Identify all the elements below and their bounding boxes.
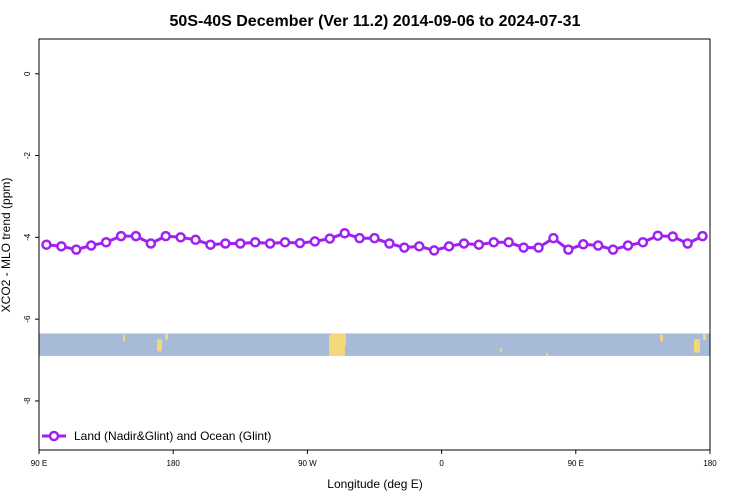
- data-point: [518, 242, 529, 253]
- data-point: [130, 230, 142, 242]
- data-point: [399, 242, 410, 253]
- land-patch: [500, 348, 502, 353]
- y-tick-label: -4: [23, 233, 32, 241]
- data-point: [533, 242, 544, 253]
- chart-title: 50S-40S December (Ver 11.2) 2014-09-06 t…: [170, 13, 581, 30]
- legend-label: Land (Nadir&Glint) and Ocean (Glint): [74, 429, 271, 443]
- data-point: [249, 237, 261, 248]
- land-patch: [157, 339, 162, 352]
- y-tick-label: 0: [23, 71, 32, 76]
- y-tick-label: -8: [23, 397, 32, 405]
- axis-ticks: 90 E 180 90 W 0 90 E 180 0 -2 -4 -6 -8: [23, 71, 717, 468]
- x-tick-label: 90 W: [298, 459, 317, 468]
- x-axis-label: Longitude (deg E): [327, 477, 422, 491]
- data-point: [71, 244, 82, 255]
- plot-frame: [38, 38, 711, 451]
- map-strip: [39, 333, 710, 356]
- data-point: [682, 238, 693, 249]
- land-patch: [660, 334, 663, 342]
- data-point: [592, 240, 604, 251]
- data-point: [488, 237, 500, 248]
- data-point: [220, 238, 231, 249]
- x-tick-label: 90 E: [31, 459, 47, 468]
- data-point: [85, 240, 97, 251]
- data-point: [205, 239, 216, 250]
- data-point: [652, 230, 664, 241]
- data-point: [369, 232, 380, 244]
- data-point: [548, 232, 559, 244]
- data-point: [697, 230, 708, 242]
- data-point: [413, 241, 425, 252]
- data-point: [160, 230, 171, 242]
- data-point: [637, 237, 649, 248]
- x-tick-label: 90 E: [568, 459, 584, 468]
- data-point: [443, 241, 455, 252]
- data-point: [607, 244, 619, 255]
- data-point: [145, 238, 157, 249]
- y-axis-label: XCO2 - MLO trend (ppm): [0, 178, 13, 313]
- data-point: [190, 234, 201, 246]
- data-point: [339, 228, 350, 239]
- legend-marker: [48, 430, 60, 442]
- x-tick-label: 180: [703, 459, 717, 468]
- data-point: [428, 245, 440, 256]
- data-point: [56, 241, 67, 252]
- ocean-band: [39, 333, 710, 356]
- data-point: [175, 232, 186, 243]
- data-point: [503, 237, 514, 248]
- data-point: [294, 237, 306, 249]
- data-point: [279, 237, 291, 248]
- land-patch: [329, 334, 333, 356]
- data-point: [473, 239, 485, 250]
- data-point: [667, 231, 678, 242]
- legend: Land (Nadir&Glint) and Ocean (Glint): [42, 429, 271, 443]
- data-point: [100, 237, 112, 248]
- y-tick-label: -2: [23, 151, 32, 159]
- data-point: [264, 238, 276, 249]
- data-point: [235, 238, 246, 249]
- data-point: [309, 236, 321, 247]
- land-patch: [123, 334, 125, 342]
- data-point: [384, 238, 395, 249]
- land-patch: [165, 333, 168, 341]
- data-point: [563, 244, 574, 255]
- series-layer: [41, 228, 708, 256]
- data-point: [324, 233, 336, 244]
- data-point: [458, 238, 470, 249]
- data-point: [622, 240, 634, 251]
- y-tick-label: -6: [23, 315, 32, 323]
- data-point: [578, 239, 589, 250]
- land-patch: [331, 333, 345, 356]
- x-tick-label: 180: [167, 459, 181, 468]
- x-tick-label: 0: [439, 459, 444, 468]
- data-point: [354, 232, 365, 244]
- data-point: [41, 239, 52, 250]
- land-patch: [694, 339, 700, 353]
- land-patch: [703, 333, 706, 341]
- data-point: [115, 230, 127, 242]
- land-patch: [546, 352, 548, 356]
- land-patch: [344, 333, 346, 346]
